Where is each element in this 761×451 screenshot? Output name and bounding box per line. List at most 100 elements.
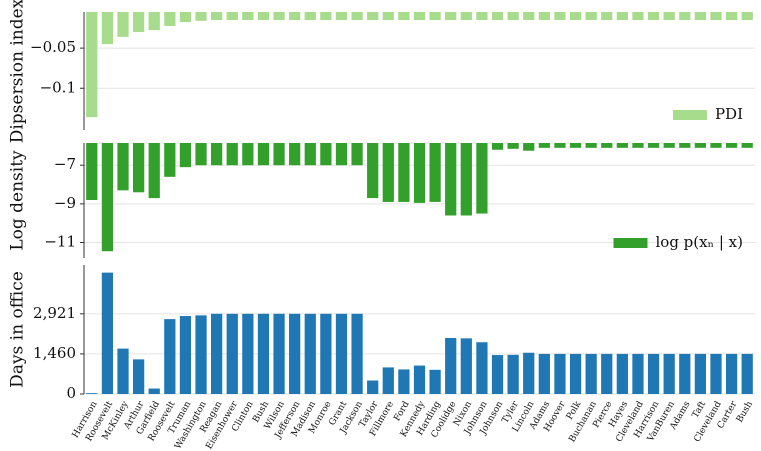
bar bbox=[538, 143, 550, 148]
bar bbox=[289, 12, 301, 21]
bar bbox=[351, 313, 363, 394]
legend-label: log p(xₙ | x) bbox=[655, 233, 743, 251]
bar bbox=[211, 12, 223, 21]
bar bbox=[647, 12, 660, 21]
bar bbox=[585, 143, 597, 148]
bar bbox=[725, 353, 738, 394]
bar bbox=[195, 12, 207, 21]
bar bbox=[242, 313, 254, 394]
bar bbox=[741, 12, 753, 21]
bar bbox=[460, 143, 472, 216]
bar bbox=[601, 143, 613, 148]
bar bbox=[86, 12, 98, 118]
y-tick-label: −7 bbox=[54, 155, 76, 173]
bar bbox=[413, 143, 426, 203]
bar bbox=[289, 313, 301, 394]
bar bbox=[226, 313, 238, 394]
bar bbox=[179, 12, 192, 23]
bar bbox=[101, 12, 114, 45]
bar bbox=[413, 365, 426, 394]
bar bbox=[601, 12, 613, 21]
bar bbox=[616, 12, 628, 21]
bar bbox=[523, 352, 535, 394]
bar bbox=[273, 12, 285, 21]
bar bbox=[195, 315, 207, 394]
bar bbox=[476, 342, 488, 394]
bar bbox=[710, 12, 722, 21]
bar bbox=[554, 12, 566, 21]
bar bbox=[585, 353, 597, 394]
bar bbox=[679, 143, 691, 148]
bar bbox=[585, 12, 597, 21]
bar bbox=[429, 369, 441, 394]
bar bbox=[86, 393, 98, 394]
bar bbox=[491, 12, 504, 21]
bar bbox=[632, 143, 644, 148]
bar bbox=[164, 319, 176, 394]
bar bbox=[569, 353, 582, 394]
legend-swatch bbox=[613, 238, 648, 248]
y-tick-label: −9 bbox=[54, 194, 76, 212]
bar bbox=[101, 143, 114, 252]
bar bbox=[367, 143, 379, 199]
bar bbox=[242, 143, 254, 166]
bar bbox=[694, 353, 707, 394]
bar bbox=[382, 143, 394, 202]
bar bbox=[148, 143, 160, 199]
bar bbox=[257, 143, 270, 166]
bar bbox=[257, 12, 270, 21]
bar bbox=[569, 143, 582, 148]
bar bbox=[445, 143, 457, 216]
bar bbox=[710, 353, 722, 394]
bar bbox=[429, 12, 441, 21]
bar bbox=[476, 12, 488, 21]
bar bbox=[148, 12, 160, 31]
bar bbox=[367, 380, 379, 394]
bar bbox=[148, 388, 160, 394]
bar bbox=[117, 348, 129, 394]
bar bbox=[117, 12, 129, 37]
bar bbox=[710, 143, 722, 148]
bar bbox=[320, 313, 332, 394]
bar bbox=[304, 313, 316, 394]
y-axis-label: Days in office bbox=[8, 271, 28, 388]
bar bbox=[445, 337, 457, 394]
bar bbox=[132, 12, 145, 33]
bar bbox=[226, 12, 238, 21]
bar bbox=[538, 353, 550, 394]
y-tick-label: −0.1 bbox=[40, 78, 76, 96]
bar bbox=[601, 353, 613, 394]
bar bbox=[398, 369, 410, 394]
bar bbox=[491, 143, 504, 150]
bar bbox=[179, 143, 192, 168]
bar bbox=[538, 12, 550, 21]
bar bbox=[132, 143, 145, 193]
bar bbox=[616, 143, 628, 148]
bar bbox=[101, 272, 114, 394]
y-axis-label: Log density bbox=[8, 150, 28, 251]
bar bbox=[507, 12, 519, 21]
bar bbox=[398, 12, 410, 21]
bar bbox=[164, 143, 176, 177]
bar bbox=[460, 12, 472, 21]
bar bbox=[304, 143, 316, 166]
bar bbox=[663, 353, 675, 394]
bar bbox=[663, 12, 675, 21]
bar bbox=[382, 12, 394, 21]
y-tick-label: 2,921 bbox=[33, 304, 76, 322]
bar bbox=[476, 143, 488, 214]
bar bbox=[335, 313, 348, 394]
bar bbox=[741, 353, 753, 394]
bar bbox=[554, 143, 566, 148]
bar bbox=[273, 313, 285, 394]
legend-swatch bbox=[672, 110, 707, 120]
bar bbox=[460, 338, 472, 394]
bar bbox=[195, 143, 207, 166]
bar bbox=[647, 353, 660, 394]
bar bbox=[445, 12, 457, 21]
bar bbox=[507, 354, 519, 394]
bar bbox=[694, 12, 707, 21]
y-tick-label: −0.05 bbox=[30, 38, 76, 56]
bar bbox=[569, 12, 582, 21]
bar bbox=[179, 316, 192, 394]
